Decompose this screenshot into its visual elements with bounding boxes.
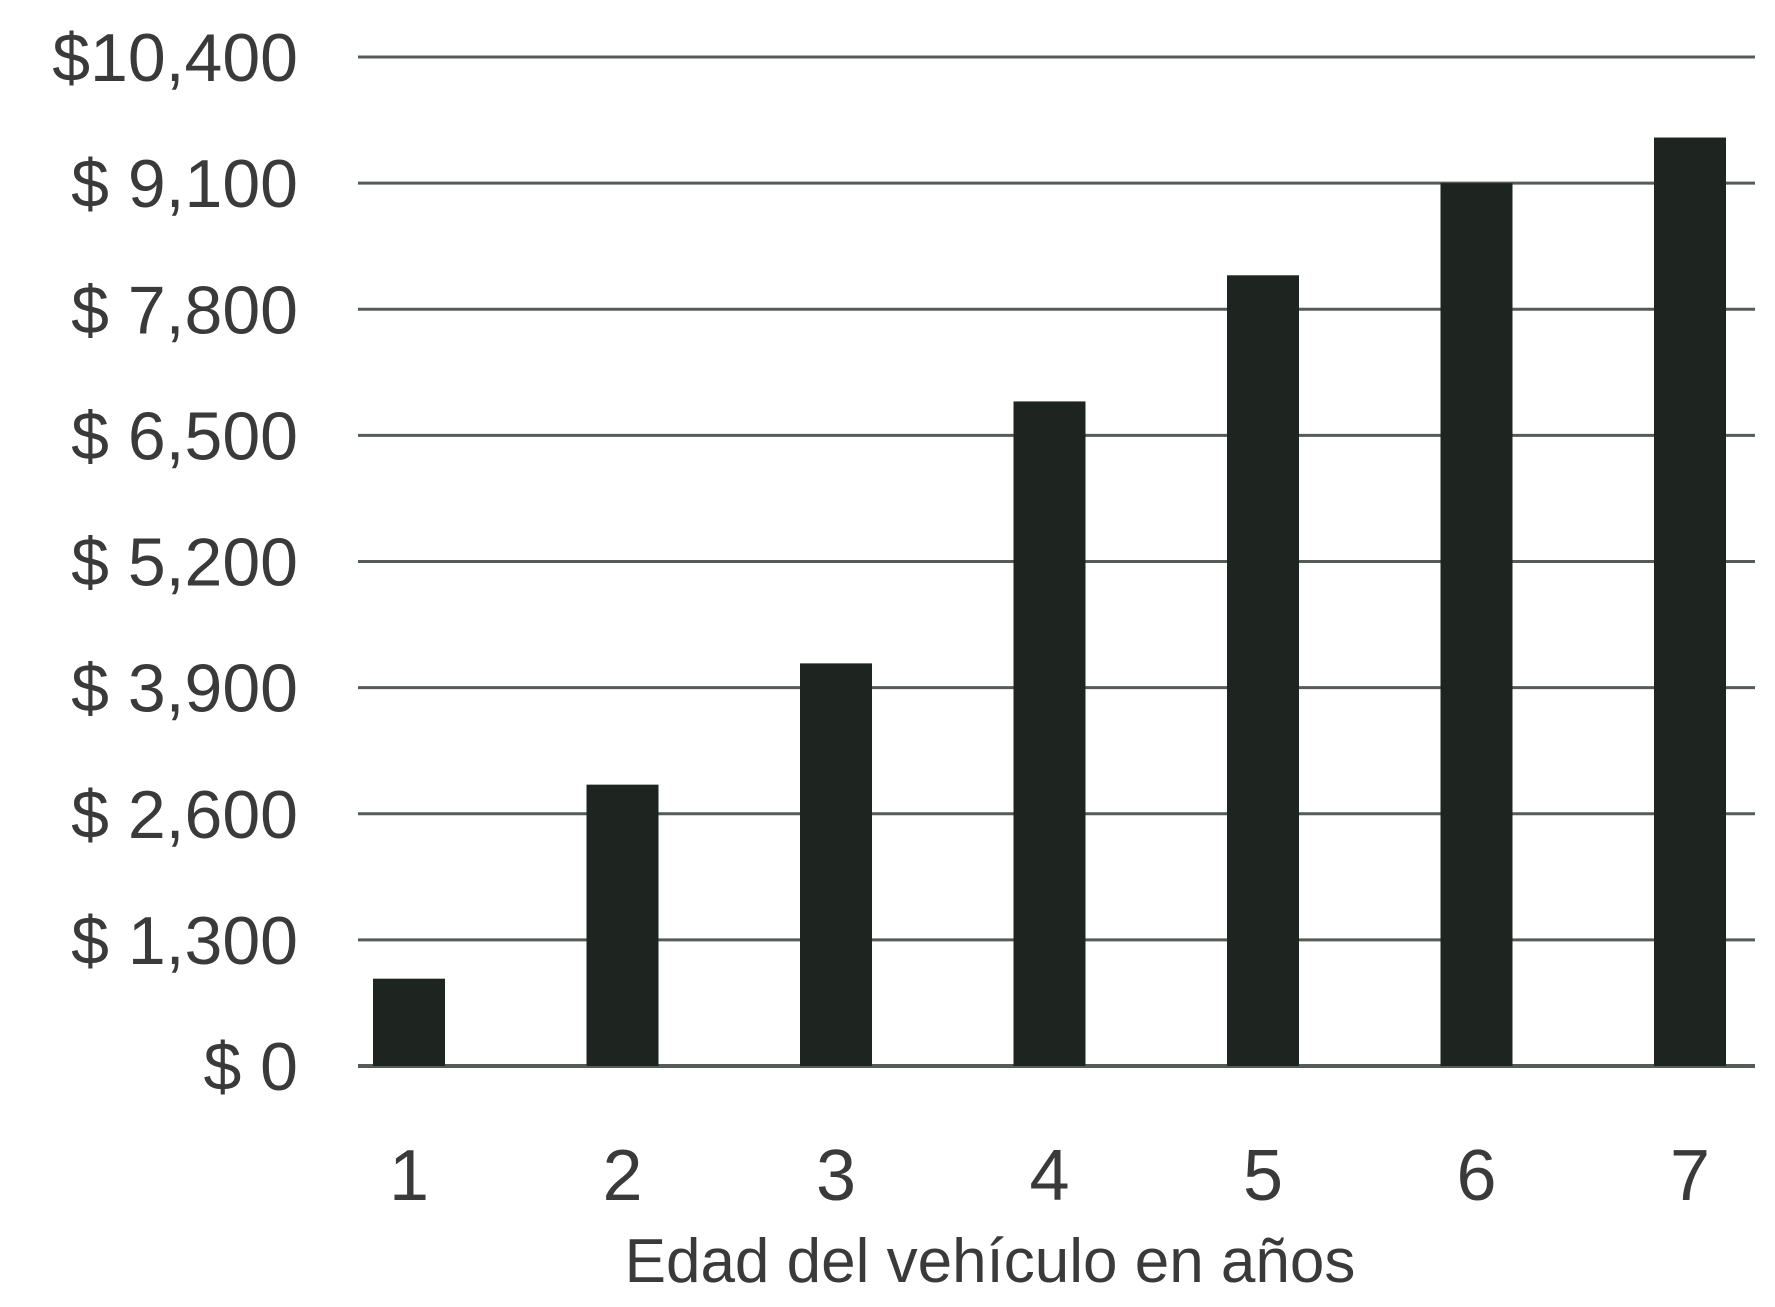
bar-6 — [1440, 183, 1513, 1066]
bar-5 — [1227, 275, 1299, 1066]
x-axis-title: Edad del vehículo en años — [625, 1227, 1356, 1296]
bar-1 — [373, 978, 445, 1066]
y-axis-tick-labels: $ 0 $ 1,300 $ 2,600 $ 3,900 $ 5,200 $ 6,500 $ … — [52, 20, 298, 1105]
y-tick-label: $ 6,500 — [71, 398, 298, 474]
y-tick-label: $10,400 — [52, 20, 298, 96]
bar-4 — [1013, 401, 1086, 1066]
x-tick-label: 4 — [1029, 1136, 1069, 1216]
x-tick-label: 2 — [602, 1136, 642, 1216]
bar-3 — [800, 663, 872, 1066]
y-tick-label: $ 9,100 — [71, 146, 298, 222]
y-tick-label: $ 3,900 — [71, 651, 298, 727]
x-tick-label: 5 — [1243, 1136, 1283, 1216]
y-tick-label: $ 7,800 — [71, 272, 298, 348]
bars — [373, 137, 1726, 1067]
bar-2 — [586, 784, 659, 1066]
y-tick-label: $ 2,600 — [71, 777, 298, 853]
y-tick-label: $ 1,300 — [71, 903, 298, 979]
y-tick-label: $ 5,200 — [71, 525, 298, 601]
x-tick-label: 1 — [389, 1136, 429, 1216]
bar-7 — [1654, 137, 1726, 1067]
x-tick-label: 6 — [1456, 1136, 1496, 1216]
x-tick-label: 7 — [1670, 1136, 1710, 1216]
y-tick-label: $ 0 — [203, 1029, 298, 1105]
x-axis-tick-labels: 1 2 3 4 5 6 7 — [389, 1136, 1710, 1216]
x-tick-label: 3 — [816, 1136, 856, 1216]
